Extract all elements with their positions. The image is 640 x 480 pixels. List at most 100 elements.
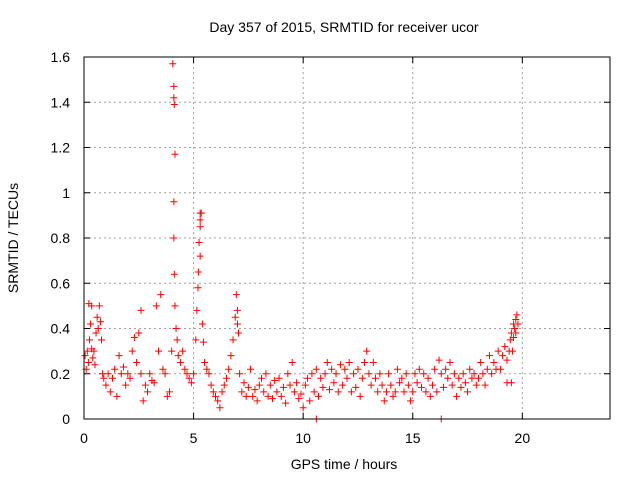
data-point [387, 381, 395, 389]
data-point [461, 379, 469, 387]
data-point [83, 347, 91, 355]
data-point [431, 365, 439, 373]
data-point [444, 374, 452, 382]
data-point [258, 374, 266, 382]
data-point [470, 370, 478, 378]
data-point [98, 336, 106, 344]
data-point [407, 397, 415, 405]
data-point [91, 361, 99, 369]
data-point [122, 381, 130, 389]
data-point [238, 388, 246, 396]
data-point [240, 379, 248, 387]
data-point [128, 347, 136, 355]
data-point [459, 370, 467, 378]
y-tick-label: 1 [62, 185, 70, 201]
data-point [170, 198, 178, 206]
data-point [385, 370, 393, 378]
y-tick-label: 1.2 [51, 140, 71, 156]
data-point [198, 320, 206, 328]
data-point [233, 306, 241, 314]
grid-lines [84, 57, 610, 419]
y-tick-label: 0.8 [51, 230, 71, 246]
data-point [119, 363, 127, 371]
data-point [304, 374, 312, 382]
data-point [488, 370, 496, 378]
data-point [363, 347, 371, 355]
data-point [507, 379, 515, 387]
data-point [398, 374, 406, 382]
data-point [290, 388, 298, 396]
data-point [220, 381, 228, 389]
data-point [90, 347, 98, 355]
data-point [367, 381, 375, 389]
data-point [510, 334, 518, 342]
data-point [195, 239, 203, 247]
data-point [422, 388, 430, 396]
data-point [275, 374, 283, 382]
data-point [308, 370, 316, 378]
data-point [212, 392, 219, 400]
data-point [187, 379, 195, 387]
data-point [192, 336, 200, 344]
data-point [512, 315, 520, 323]
data-point [411, 370, 419, 378]
data-point [295, 395, 303, 403]
data-point [369, 358, 377, 366]
data-point [393, 365, 401, 373]
data-point [264, 392, 272, 400]
data-point [194, 268, 202, 276]
data-point [512, 329, 520, 337]
x-tick-label: 15 [405, 430, 421, 446]
data-point [279, 383, 287, 391]
data-point [418, 383, 426, 391]
data-point [126, 374, 134, 382]
data-point [376, 370, 384, 378]
data-point [171, 302, 179, 310]
data-point [435, 356, 443, 364]
data-point [171, 150, 179, 158]
data-point [426, 392, 434, 400]
data-point [415, 365, 423, 373]
data-point [409, 388, 417, 396]
x-tick-labels: 0 5 10 15 20 [80, 430, 530, 446]
data-point [358, 374, 366, 382]
data-point [235, 329, 243, 337]
data-point [155, 347, 163, 355]
data-point [424, 374, 432, 382]
data-point [448, 381, 456, 389]
data-point [508, 347, 516, 355]
data-points [81, 60, 522, 423]
data-point [481, 381, 489, 389]
data-point [293, 379, 301, 387]
plot-frame [83, 56, 611, 420]
data-point [317, 374, 325, 382]
data-point [196, 223, 204, 231]
data-point [330, 379, 338, 387]
data-point [214, 397, 222, 405]
data-point [464, 388, 472, 396]
data-point [96, 318, 104, 326]
data-point [446, 358, 454, 366]
y-tick-label: 0.2 [51, 366, 71, 382]
data-point [157, 291, 165, 299]
data-point [244, 383, 252, 391]
data-point [216, 404, 224, 412]
data-point [174, 352, 182, 360]
data-point [179, 347, 187, 355]
data-point [361, 358, 369, 366]
data-point [380, 397, 388, 405]
data-point [94, 325, 102, 332]
data-point [176, 358, 184, 366]
data-point [137, 370, 145, 378]
data-point [374, 388, 382, 396]
data-point [288, 358, 296, 366]
data-point [190, 370, 198, 378]
data-point [199, 338, 207, 346]
y-axis-label: SRMTID / TECUs [5, 183, 21, 293]
data-point [343, 374, 351, 382]
data-point [325, 386, 333, 394]
data-point [227, 352, 235, 360]
data-point [472, 381, 480, 389]
data-point [378, 381, 386, 389]
